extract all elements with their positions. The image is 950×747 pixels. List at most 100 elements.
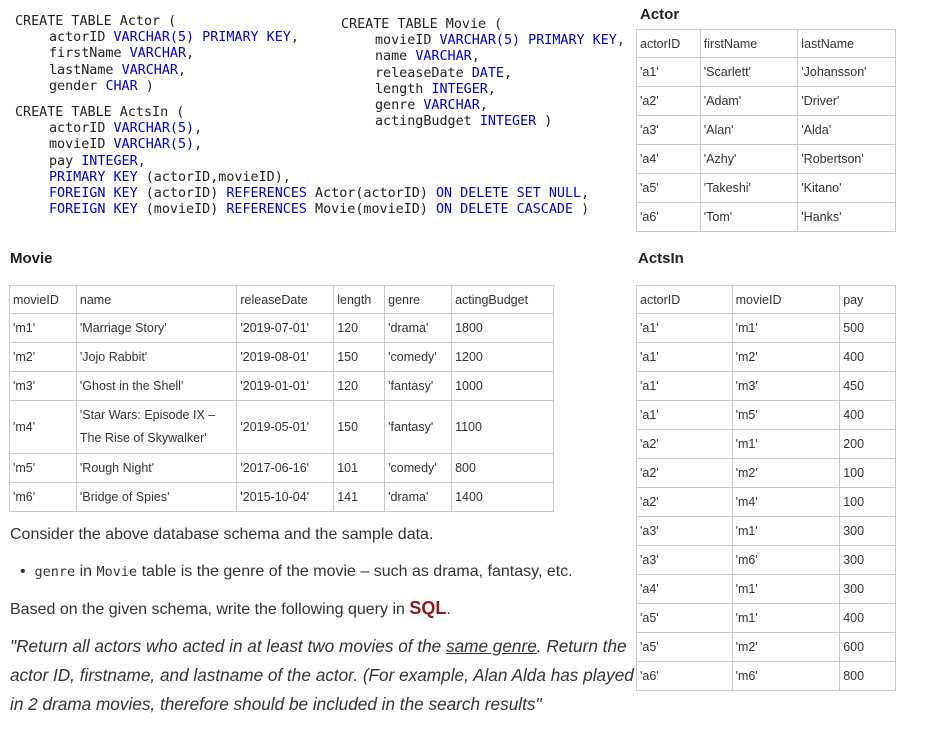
code-line: FOREIGN KEY (movieID) REFERENCES Movie(m… [15, 202, 589, 218]
code-line: CREATE TABLE Movie ( [341, 17, 625, 33]
table-row: 'a3''m6' 300 [636, 545, 896, 575]
table-cell: 120 [333, 313, 386, 343]
code-text: actingBudget [375, 114, 480, 130]
code-keyword: INTEGER [479, 114, 537, 130]
actor-schema-code: CREATE TABLE Actor (actorID VARCHAR(5) P… [15, 14, 299, 95]
column-header: pay [839, 285, 896, 314]
movie-table-caption: Movie [10, 250, 53, 267]
table-cell: 'm2' [731, 342, 841, 372]
table-cell: 'a6' [636, 202, 701, 232]
code-keyword: ON DELETE SET NULL [436, 186, 582, 202]
table-cell: 'a2' [636, 458, 733, 488]
code-keyword: INTEGER [431, 81, 488, 97]
table-cell: 'm1' [9, 313, 77, 343]
table-cell: 'fantasy' [384, 371, 453, 401]
table-cell: 'Jojo Rabbit' [75, 342, 238, 372]
column-header: genre [384, 285, 453, 314]
code-keyword: FOREIGN KEY [49, 186, 138, 202]
code-line: actorID VARCHAR(5), [15, 121, 589, 137]
table-cell: 'm6' [731, 545, 841, 575]
bullet-mid: in [75, 563, 97, 580]
question-underlined: same genre [446, 636, 537, 656]
table-cell: '2019-05-01' [236, 400, 335, 454]
code-keyword: CHAR [105, 78, 138, 94]
code-line: pay INTEGER, [15, 154, 589, 170]
code-keyword: FOREIGN KEY [49, 202, 138, 218]
table-cell: 'm1' [731, 516, 841, 546]
code-text: , [194, 121, 203, 137]
table-cell: 'a1' [636, 371, 733, 401]
table-cell: '2017-06-16' [236, 453, 335, 483]
table-cell: 'Johansson' [797, 57, 896, 87]
bullet-rest: table is the genre of the movie – such a… [137, 563, 573, 580]
table-cell: 'a1' [636, 313, 733, 343]
code-keyword: REFERENCES [226, 186, 307, 202]
table-cell: 300 [839, 516, 896, 546]
code-text: name [375, 49, 416, 65]
movie-code: Movie [96, 564, 138, 580]
code-text: , [186, 46, 195, 62]
table-cell: 450 [839, 371, 896, 401]
code-text: , [178, 62, 187, 78]
code-text: (actorID,movieID), [137, 169, 291, 185]
table-cell: 'comedy' [384, 342, 453, 372]
question-part2: . Return the actor ID, firstname, and la… [10, 636, 634, 714]
table-cell: 'm5' [9, 453, 77, 483]
table-cell: 'Rough Night' [75, 453, 238, 483]
code-line: FOREIGN KEY (actorID) REFERENCES Actor(a… [15, 186, 589, 202]
code-text: (actorID) [137, 186, 227, 202]
table-cell: 'Ghost in the Shell' [75, 371, 238, 401]
table-row: 'a2' 'Adam' 'Driver' [636, 86, 896, 116]
table-row: 'a1''m2' 400 [636, 342, 896, 372]
table-cell: 'Alda' [797, 115, 896, 145]
table-cell: 'Bridge of Spies' [75, 482, 238, 512]
column-header: firstName [699, 29, 799, 58]
table-cell: 'Marriage Story' [75, 313, 238, 343]
table-row: 'a1''m3' 450 [636, 371, 896, 401]
code-line: actorID VARCHAR(5) PRIMARY KEY, [15, 30, 299, 46]
column-header: length [333, 285, 386, 314]
actor-table: actorID firstName lastName'a1' 'Scarlett' 'J… [636, 29, 896, 232]
code-keyword: PRIMARY KEY [49, 169, 138, 185]
table-cell: 'drama' [384, 313, 453, 343]
table-cell: 'a1' [636, 342, 733, 372]
table-row: 'a3' 'Alan' 'Alda' [636, 115, 896, 145]
code-text: pay [49, 153, 82, 169]
table-header-row: actorID firstName lastName [636, 29, 896, 58]
code-text: , [581, 186, 590, 202]
table-row: 'a1''m5' 400 [636, 400, 896, 430]
column-header: releaseDate [236, 285, 335, 314]
table-cell: 'Kitano' [797, 173, 896, 203]
code-keyword: REFERENCES [226, 202, 307, 218]
table-cell: 'a3' [636, 545, 733, 575]
code-line: genre VARCHAR, [341, 98, 625, 114]
code-keyword: VARCHAR [121, 62, 178, 78]
table-cell: 'm1' [731, 603, 841, 633]
table-cell: 'drama' [384, 482, 453, 512]
table-row: 'a6' 'Tom' 'Hanks' [636, 202, 896, 232]
bullet-dot: • [20, 563, 26, 580]
code-text: Movie(movieID) [307, 202, 436, 218]
code-line: lastName VARCHAR, [15, 63, 299, 79]
code-keyword: ON DELETE CASCADE [436, 202, 574, 218]
code-keyword: VARCHAR [423, 98, 480, 114]
table-cell: 500 [839, 313, 896, 343]
table-cell: 'a4' [636, 144, 701, 174]
code-text: ) [536, 114, 553, 130]
table-cell: 'a5' [636, 632, 733, 662]
consider-text: Consider the above database schema and t… [10, 526, 434, 543]
table-cell: 300 [839, 545, 896, 575]
code-text: , [487, 81, 496, 97]
table-cell: 'Scarlett' [699, 57, 799, 87]
code-line: firstName VARCHAR, [15, 46, 299, 62]
table-cell: 600 [839, 632, 896, 662]
table-header-row: movieID name releaseDate length genre actingB… [9, 285, 554, 314]
code-line: movieID VARCHAR(5), [15, 137, 589, 153]
table-cell: 100 [839, 458, 896, 488]
table-cell: 150 [333, 400, 386, 454]
table-cell: 'm1' [731, 574, 841, 604]
actsin-table-caption: ActsIn [638, 250, 684, 267]
table-cell: 'a4' [636, 574, 733, 604]
based-on-text: Based on the given schema, write the fol… [10, 598, 451, 619]
code-text: (movieID) [137, 202, 227, 218]
